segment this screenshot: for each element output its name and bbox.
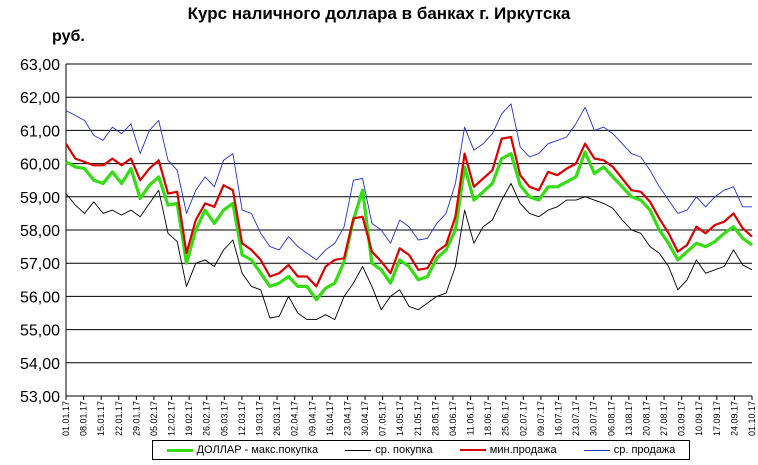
legend-item: ДОЛЛАР - макс.покупка bbox=[166, 444, 319, 456]
x-tick-label: 22.01.17 bbox=[114, 401, 124, 436]
y-tick-label: 62,00 bbox=[20, 90, 60, 107]
y-tick-label: 54,00 bbox=[20, 356, 60, 373]
y-tick-label: 57,00 bbox=[20, 256, 60, 273]
x-tick-label: 19.02.17 bbox=[184, 401, 194, 436]
x-tick-label: 08.01.17 bbox=[79, 401, 89, 436]
legend: ДОЛЛАР - макс.покупка ср. покупка мин.прод… bbox=[152, 440, 690, 460]
y-tick-label: 56,00 bbox=[20, 289, 60, 306]
legend-label: ср. покупка bbox=[375, 444, 433, 456]
x-tick-label: 23.07.17 bbox=[571, 401, 581, 436]
x-tick-label: 04.06.17 bbox=[448, 401, 458, 436]
x-tick-label: 09.04.17 bbox=[307, 401, 317, 436]
y-tick-label: 60,00 bbox=[20, 157, 60, 174]
x-tick-label: 18.06.17 bbox=[483, 401, 493, 436]
x-tick-label: 12.03.17 bbox=[237, 401, 247, 436]
x-tick-label: 27.08.17 bbox=[659, 401, 669, 436]
x-tick-label: 17.09.17 bbox=[712, 401, 722, 436]
series-line-1 bbox=[65, 183, 753, 321]
x-tick-label: 15.01.17 bbox=[96, 401, 106, 436]
y-tick-label: 58,00 bbox=[20, 223, 60, 240]
legend-item: мин.продажа bbox=[459, 444, 557, 456]
legend-swatch bbox=[583, 449, 610, 451]
x-tick-label: 01.10.17 bbox=[747, 401, 757, 436]
x-tick-label: 20.08.17 bbox=[641, 401, 651, 436]
y-tick-label: 55,00 bbox=[20, 323, 60, 340]
x-tick-label: 19.03.17 bbox=[254, 401, 264, 436]
y-unit-label: руб. bbox=[52, 28, 85, 45]
legend-item: ср. продажа bbox=[583, 444, 676, 456]
x-tick-label: 05.02.17 bbox=[149, 401, 159, 436]
x-tick-label: 07.05.17 bbox=[378, 401, 388, 436]
x-tick-label: 16.07.17 bbox=[554, 401, 564, 436]
x-tick-label: 02.07.17 bbox=[518, 401, 528, 436]
x-tick-label: 03.09.17 bbox=[677, 401, 687, 436]
x-tick-label: 23.04.17 bbox=[342, 401, 352, 436]
x-tick-label: 02.04.17 bbox=[290, 401, 300, 436]
legend-label: ср. продажа bbox=[613, 444, 676, 456]
x-tick-label: 30.04.17 bbox=[360, 401, 370, 436]
x-tick-label: 30.07.17 bbox=[589, 401, 599, 436]
x-tick-label: 01.01.17 bbox=[61, 401, 71, 436]
x-tick-label: 21.05.17 bbox=[413, 401, 423, 436]
x-tick-label: 12.02.17 bbox=[167, 401, 177, 436]
x-tick-label: 11.06.17 bbox=[466, 401, 476, 435]
y-tick-label: 61,00 bbox=[20, 123, 60, 140]
x-tick-label: 24.09.17 bbox=[729, 401, 739, 436]
x-tick-label: 06.08.17 bbox=[606, 401, 616, 436]
legend-swatch bbox=[345, 449, 372, 451]
legend-label: ДОЛЛАР - макс.покупка bbox=[196, 444, 319, 456]
legend-item: ср. покупка bbox=[345, 444, 433, 456]
x-tick-label: 13.08.17 bbox=[624, 401, 634, 436]
y-tick-label: 53,00 bbox=[20, 389, 60, 406]
x-tick-label: 09.07.17 bbox=[536, 401, 546, 436]
x-tick-label: 10.09.17 bbox=[694, 401, 704, 436]
x-tick-label: 26.03.17 bbox=[272, 401, 282, 436]
x-tick-label: 28.05.17 bbox=[430, 401, 440, 436]
series-line-0 bbox=[65, 150, 753, 302]
x-tick-label: 16.04.17 bbox=[325, 401, 335, 436]
series-line-3 bbox=[65, 103, 752, 261]
legend-swatch bbox=[166, 448, 193, 452]
y-tick-label: 63,00 bbox=[20, 57, 60, 74]
x-tick-label: 29.01.17 bbox=[131, 401, 141, 436]
legend-swatch bbox=[459, 449, 486, 451]
series-line-2 bbox=[65, 135, 753, 288]
legend-label: мин.продажа bbox=[489, 444, 557, 456]
x-tick-label: 14.05.17 bbox=[395, 401, 405, 436]
x-tick-label: 05.03.17 bbox=[219, 401, 229, 436]
x-tick-label: 26.02.17 bbox=[202, 401, 212, 436]
chart-title: Курс наличного доллара в банках г. Иркут… bbox=[187, 4, 571, 23]
x-tick-label: 25.06.17 bbox=[501, 401, 511, 436]
y-tick-label: 59,00 bbox=[20, 190, 60, 207]
